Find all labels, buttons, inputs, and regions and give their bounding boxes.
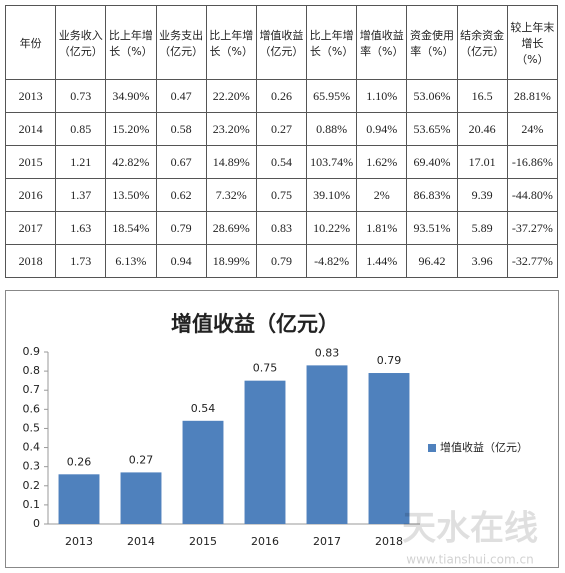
header-cell: 比上年增长（%） xyxy=(105,5,157,80)
x-tick-label: 2015 xyxy=(189,535,217,548)
data-label: 0.26 xyxy=(67,455,92,468)
bar xyxy=(306,365,348,524)
table-cell: 0.83 xyxy=(255,211,308,245)
header-cell: 较上年末增长（%） xyxy=(506,5,559,80)
table-cell: 0.62 xyxy=(155,178,207,212)
bar xyxy=(58,474,100,524)
data-label: 0.79 xyxy=(377,354,402,367)
y-tick-label: 0.1 xyxy=(23,498,41,511)
table-cell: 86.83% xyxy=(406,178,458,212)
y-tick-label: 0.5 xyxy=(23,421,41,434)
y-tick-label: 0.7 xyxy=(23,383,41,396)
table-cell: 42.82% xyxy=(105,145,157,179)
x-tick-label: 2016 xyxy=(251,535,279,548)
table-cell: 14.89% xyxy=(205,145,257,179)
table-cell: 2013 xyxy=(4,79,57,113)
table-cell: 16.5 xyxy=(456,79,508,113)
table-cell: 0.94% xyxy=(356,112,408,146)
header-cell: 增值收益率（%） xyxy=(356,5,408,80)
y-tick-label: 0.6 xyxy=(23,402,41,415)
header-cell: 业务收入（亿元） xyxy=(55,5,107,80)
table-cell: -4.82% xyxy=(306,244,358,278)
bar xyxy=(120,472,162,524)
chart-frame xyxy=(5,290,559,568)
table-cell: 3.96 xyxy=(456,244,508,278)
y-tick-label: 0.8 xyxy=(23,364,41,377)
table-cell: -32.77% xyxy=(506,244,559,278)
table-cell: 0.85 xyxy=(55,112,107,146)
table-cell: 18.99% xyxy=(205,244,257,278)
table-row: 年份 业务收入（亿元） 比上年增长（%） 业务支出（亿元） 比上年增长（%） 增值收益（亿… xyxy=(4,5,559,80)
table-cell: 93.51% xyxy=(406,211,458,245)
x-tick-label: 2017 xyxy=(313,535,341,548)
header-cell: 增值收益（亿元） xyxy=(255,5,308,80)
data-label: 0.27 xyxy=(129,453,154,466)
table-cell: 0.27 xyxy=(255,112,308,146)
data-label: 0.83 xyxy=(315,346,340,359)
table-row: 2018 1.73 6.13% 0.94 18.99% 0.79 -4.82% 1.44% 96… xyxy=(4,244,559,278)
y-tick-label: 0.4 xyxy=(23,441,41,454)
table-cell: 69.40% xyxy=(406,145,458,179)
x-tick-label: 2018 xyxy=(375,535,403,548)
y-tick-label: 0.2 xyxy=(23,479,41,492)
table-cell: 96.42 xyxy=(406,244,458,278)
table-cell: -16.86% xyxy=(506,145,559,179)
table-cell: 0.67 xyxy=(155,145,207,179)
bar xyxy=(182,420,224,524)
y-tick-label: 0.9 xyxy=(23,345,41,358)
data-label: 0.75 xyxy=(253,362,278,375)
table-cell: 28.81% xyxy=(506,79,559,113)
table-cell: 7.32% xyxy=(205,178,257,212)
table-cell: 1.73 xyxy=(55,244,107,278)
legend-label: 增值收益（亿元） xyxy=(440,440,528,454)
y-tick-label: 0 xyxy=(33,517,40,530)
table-row: 2013 0.73 34.90% 0.47 22.20% 0.26 65.95% 1.10% 5… xyxy=(4,79,559,113)
table-cell: 1.44% xyxy=(356,244,408,278)
table-cell: 10.22% xyxy=(306,211,358,245)
table-cell: 2% xyxy=(356,178,408,212)
header-cell: 比上年增长（%） xyxy=(205,5,257,80)
watermark-url: www.tianshui.com.cn xyxy=(406,553,533,567)
table-cell: 13.50% xyxy=(105,178,157,212)
bar xyxy=(244,380,286,524)
table-cell: 2014 xyxy=(4,112,57,146)
table-cell: 28.69% xyxy=(205,211,257,245)
chart-title: 增值收益（亿元） xyxy=(171,312,339,336)
table-cell: 6.13% xyxy=(105,244,157,278)
header-cell: 年份 xyxy=(4,5,57,80)
table-cell: 24% xyxy=(506,112,559,146)
table-row: 2017 1.63 18.54% 0.79 28.69% 0.83 10.22% 1.81% 9… xyxy=(4,211,559,245)
table-cell: 0.88% xyxy=(306,112,358,146)
x-tick-label: 2013 xyxy=(65,535,93,548)
table-cell: 1.63 xyxy=(55,211,107,245)
table-cell: 0.94 xyxy=(155,244,207,278)
bar xyxy=(368,373,410,524)
table-cell: 1.62% xyxy=(356,145,408,179)
table-cell: 2018 xyxy=(4,244,57,278)
x-tick-label: 2014 xyxy=(127,535,155,548)
table-cell: 17.01 xyxy=(456,145,508,179)
table-cell: 34.90% xyxy=(105,79,157,113)
table-cell: -37.27% xyxy=(506,211,559,245)
table-row: 2014 0.85 15.20% 0.58 23.20% 0.27 0.88% 0.94% 53… xyxy=(4,112,559,146)
legend-swatch xyxy=(428,444,436,452)
table-cell: 23.20% xyxy=(205,112,257,146)
table-cell: 2016 xyxy=(4,178,57,212)
data-table: 年份 业务收入（亿元） 比上年增长（%） 业务支出（亿元） 比上年增长（%） 增值收益（亿… xyxy=(4,5,559,278)
table-row: 2016 1.37 13.50% 0.62 7.32% 0.75 39.10% 2% 86.83… xyxy=(4,178,559,212)
table-cell: 1.37 xyxy=(55,178,107,212)
watermark: 天水在线 xyxy=(402,509,538,549)
data-label: 0.54 xyxy=(191,402,216,415)
table-cell: 0.73 xyxy=(55,79,107,113)
y-tick-label: 0.3 xyxy=(23,460,41,473)
